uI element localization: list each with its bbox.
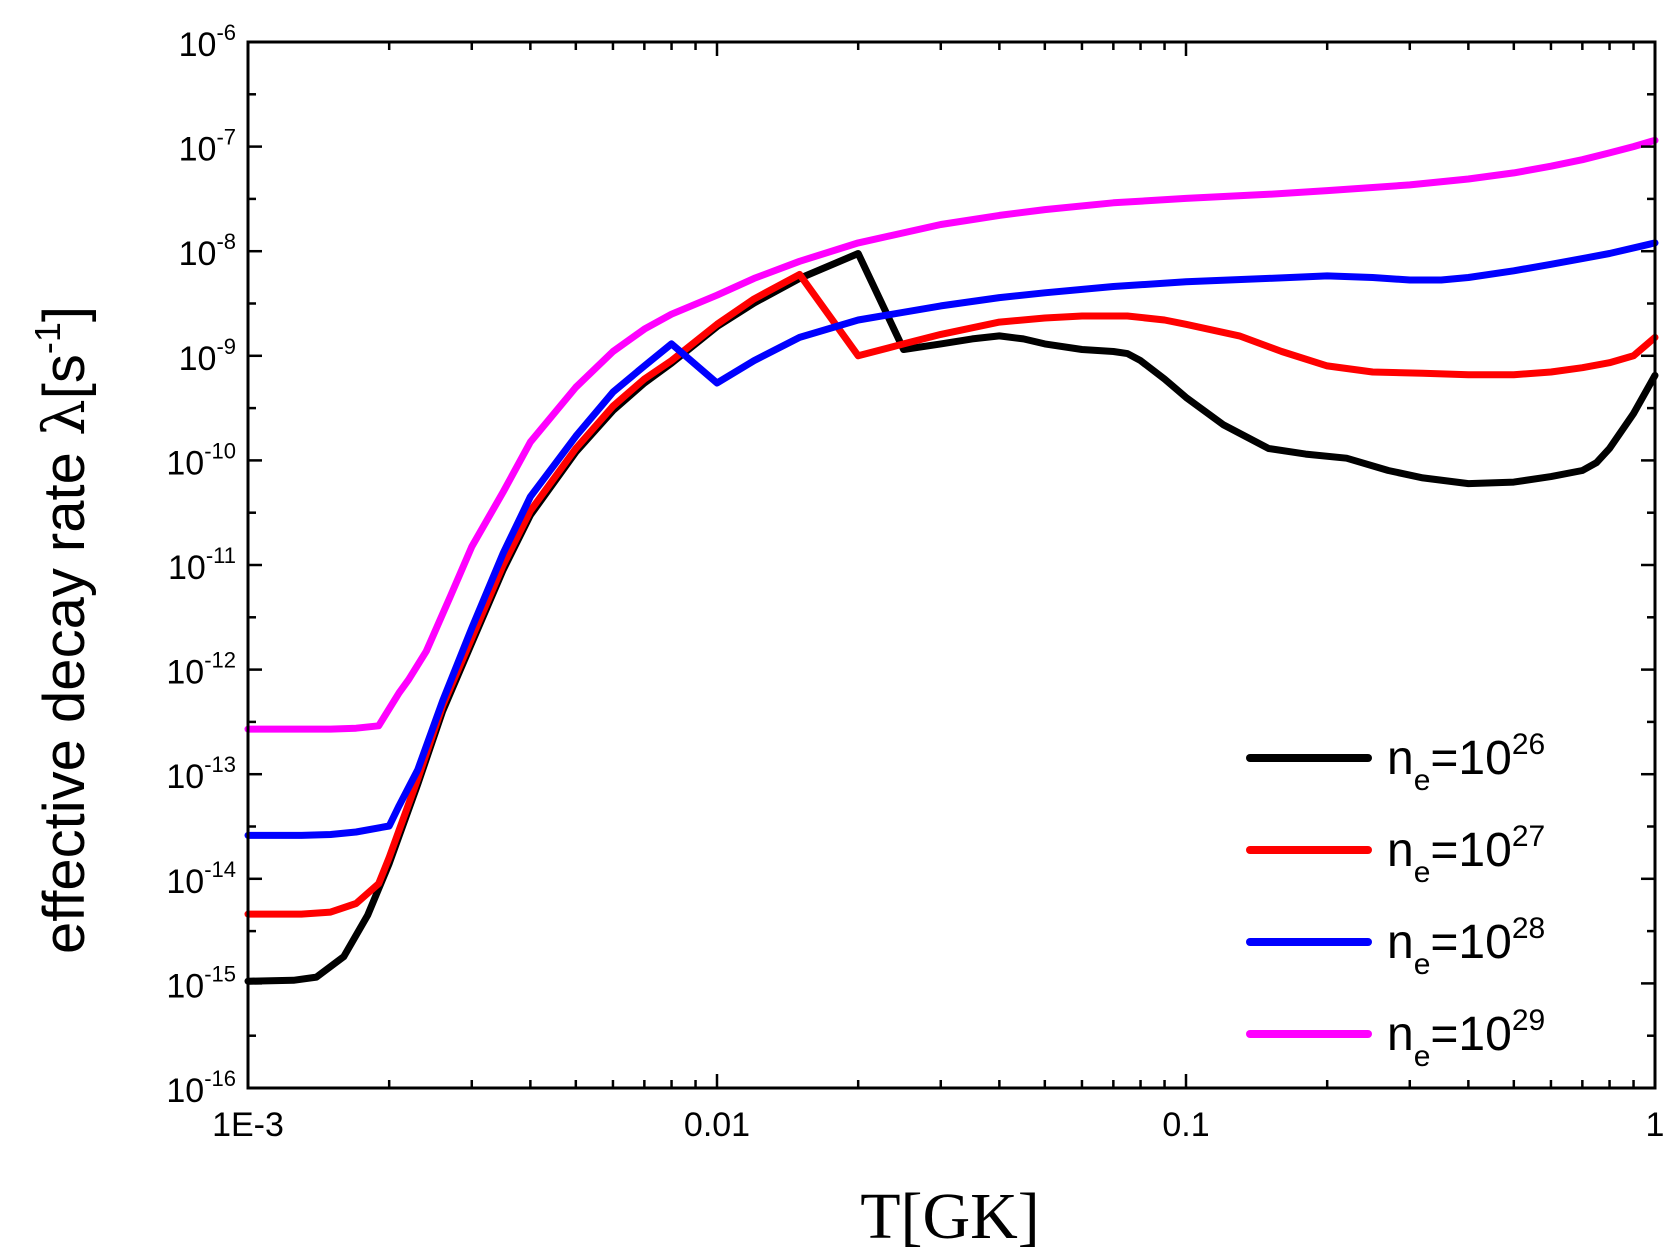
y-tick-label: 10-16 [166,1066,236,1110]
y-tick-label: 10-13 [166,752,236,796]
x-tick-label: 0.1 [1162,1106,1209,1144]
axes-layer: 1E-3 0.01 0.1 1 10-16 10-15 10-14 10-13 10-12 10-… [166,20,1664,1144]
series-line-28 [244,239,1659,839]
y-tick-label: 10-11 [168,543,236,587]
legend-label-26: ne=1026 [1387,728,1545,797]
y-axis-label-unit-sup: -1 [27,322,68,354]
legend-label-29: ne=1029 [1387,1004,1545,1073]
svg-text:effective decay rate λ[s-1]: effective decay rate λ[s-1] [27,306,98,954]
x-axis-label: T[GK] [860,1180,1040,1250]
series-layer [244,136,1659,985]
y-axis-label-lambda: λ [30,399,98,436]
legend: ne=1026 ne=1027 ne=1028 ne=1029 [1246,728,1545,1073]
y-tick-label: 10-10 [166,438,236,482]
x-tick-label: 1E-3 [212,1106,284,1144]
y-tick-label: 10-15 [166,961,236,1005]
x-tick-label: 1 [1646,1106,1665,1144]
y-tick-label: 10-12 [166,648,236,692]
x-tick-label: 0.01 [684,1106,750,1144]
y-tick-label: 10-9 [179,334,236,378]
legend-label-28: ne=1028 [1387,912,1545,981]
y-axis-label: effective decay rate λ[s-1] [27,306,98,954]
y-tick-label: 10-14 [166,857,236,901]
y-tick-label: 10-7 [179,125,236,169]
y-tick-label: 10-6 [179,20,236,64]
y-axis-label-unit-open: [s [32,354,97,399]
series-line-29 [244,136,1659,733]
y-axis-label-main: effective decay rate [32,436,97,954]
legend-label-27: ne=1027 [1387,820,1545,889]
y-axis-label-unit-close: ] [32,306,97,322]
y-tick-label: 10-8 [179,229,236,273]
